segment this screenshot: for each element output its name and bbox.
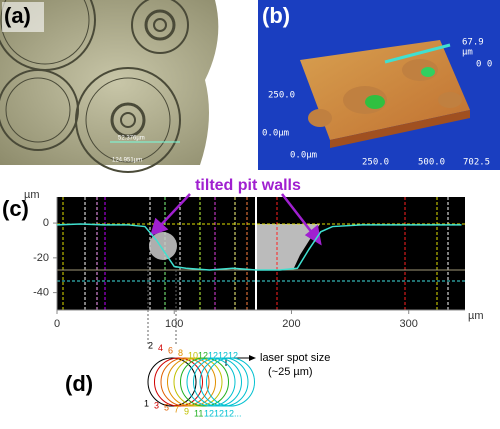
step-label: 6 bbox=[168, 345, 173, 355]
step-label: 12 bbox=[204, 408, 214, 418]
spot-ring bbox=[147, 357, 197, 407]
y-tick-label: 0 bbox=[43, 217, 49, 229]
y-tick-label: -20 bbox=[33, 252, 49, 264]
step-label: 9 bbox=[184, 406, 189, 416]
axis-label: 0 0 bbox=[476, 60, 492, 70]
step-label: 12 bbox=[214, 408, 224, 418]
step-label: 3 bbox=[154, 400, 159, 410]
panel-d: (d) laser spot size (~25 µm) 2 4 6 8 10 12 12 1… bbox=[65, 340, 330, 418]
axis-label: 250.0 bbox=[268, 91, 295, 101]
step-label: 8 bbox=[178, 348, 183, 358]
panel-a: (a) 52.376µm 124.951µm bbox=[0, 0, 240, 173]
axis-label: µm bbox=[462, 48, 473, 58]
profile-line bbox=[384, 43, 451, 64]
step-label: 5 bbox=[164, 402, 169, 412]
pit-rings bbox=[0, 0, 189, 173]
surface-side bbox=[330, 110, 470, 148]
axis-label: 702.5 bbox=[463, 158, 490, 168]
pit bbox=[421, 67, 435, 77]
x-tick-label: 300 bbox=[400, 318, 418, 330]
spot-ring bbox=[160, 357, 210, 407]
panel-b: (b) 67.9 µm 0 0 250.0 0.0µm 0.0µm 250.0 … bbox=[258, 0, 500, 170]
pit bbox=[308, 109, 332, 127]
measure-label: 52.376µm bbox=[118, 136, 145, 142]
measure-label: 124.951µm bbox=[112, 158, 142, 164]
spot-ring bbox=[193, 357, 242, 407]
step-label: ... bbox=[234, 408, 242, 418]
spot-ring bbox=[180, 357, 229, 407]
step-label: 12 bbox=[218, 350, 228, 360]
step-label: 4 bbox=[158, 343, 163, 353]
y-tick-label: -40 bbox=[33, 287, 49, 299]
step-label: 12 bbox=[228, 350, 238, 360]
sample-edge bbox=[200, 0, 240, 165]
panel-c: (c) µm µm tilted pit walls bbox=[2, 177, 484, 345]
spot-ring bbox=[173, 357, 223, 407]
spot-ring bbox=[154, 357, 203, 407]
step-label: 12 bbox=[198, 350, 208, 360]
axis-label: 0.0µm bbox=[290, 151, 317, 161]
pointer-head bbox=[249, 355, 256, 361]
label-bg bbox=[2, 2, 44, 32]
axis-label: 67.9 bbox=[462, 38, 484, 48]
annotation: tilted pit walls bbox=[195, 177, 301, 194]
step-label: 12 bbox=[208, 350, 218, 360]
axis-label: 250.0 bbox=[362, 158, 389, 168]
step-label: 11 bbox=[194, 408, 203, 418]
y-unit: µm bbox=[24, 189, 40, 201]
x-tick-label: 100 bbox=[165, 318, 183, 330]
x-tick-label: 0 bbox=[54, 318, 60, 330]
cursor-lines bbox=[57, 197, 465, 310]
step-label: 2 bbox=[148, 340, 153, 350]
axis-label: 0.0µm bbox=[262, 129, 289, 139]
step-label: 7 bbox=[174, 404, 179, 414]
spot-size: (~25 µm) bbox=[268, 366, 313, 378]
spot-ring bbox=[199, 357, 249, 407]
x-tick-label: 200 bbox=[282, 318, 300, 330]
spot-label: laser spot size bbox=[260, 352, 330, 364]
panel-label: (d) bbox=[65, 371, 93, 396]
step-label: 10 bbox=[188, 350, 198, 360]
profile-line bbox=[56, 223, 462, 271]
pit bbox=[438, 92, 462, 108]
spot-ring bbox=[206, 357, 255, 407]
pit bbox=[365, 95, 385, 109]
spot-ring bbox=[186, 357, 236, 407]
x-unit: µm bbox=[468, 310, 484, 322]
panel-label: (a) bbox=[4, 3, 31, 28]
panel-label: (b) bbox=[262, 3, 290, 28]
step-label: 1 bbox=[144, 398, 149, 408]
shaded-region bbox=[256, 224, 320, 270]
axis-label: 500.0 bbox=[418, 158, 445, 168]
panel-label: (c) bbox=[2, 196, 29, 221]
step-label: 12 bbox=[224, 408, 234, 418]
spot-ring bbox=[167, 357, 216, 407]
